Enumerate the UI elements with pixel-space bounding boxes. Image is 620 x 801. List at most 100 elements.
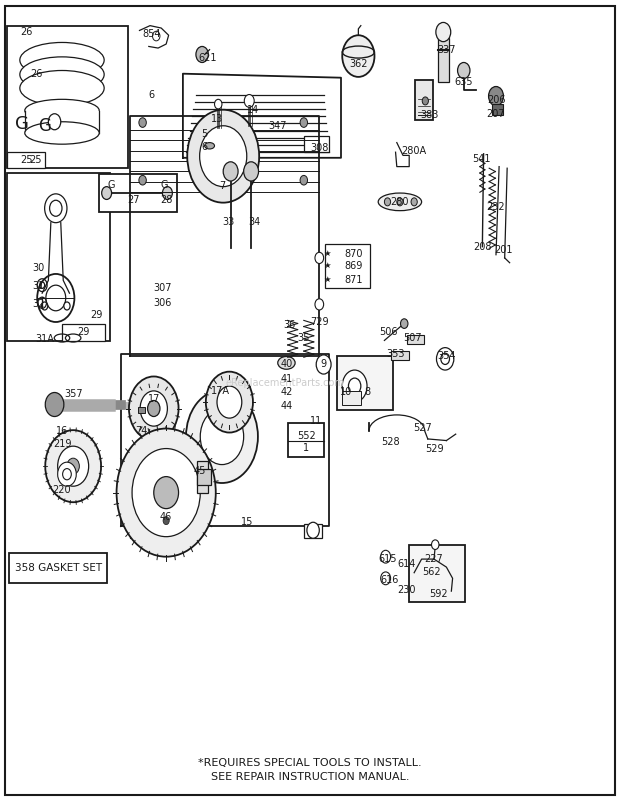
Text: 13: 13 <box>211 115 223 124</box>
Circle shape <box>401 319 408 328</box>
Bar <box>7 26 128 168</box>
Text: 27: 27 <box>128 195 140 205</box>
Text: 871: 871 <box>344 275 363 284</box>
Circle shape <box>441 353 450 364</box>
Circle shape <box>381 550 391 563</box>
Text: ★: ★ <box>323 275 330 284</box>
Circle shape <box>348 378 361 394</box>
Text: 347: 347 <box>268 121 286 131</box>
Ellipse shape <box>25 122 99 144</box>
Circle shape <box>217 386 242 418</box>
Text: 17A: 17A <box>211 386 230 396</box>
Circle shape <box>132 449 200 537</box>
Text: 31A: 31A <box>35 334 54 344</box>
Text: 635: 635 <box>454 77 473 87</box>
Text: 729: 729 <box>311 317 329 327</box>
Ellipse shape <box>20 42 104 78</box>
Text: 207: 207 <box>487 109 505 119</box>
Circle shape <box>206 372 253 433</box>
Circle shape <box>200 409 244 465</box>
Text: 230: 230 <box>397 586 416 595</box>
Bar <box>409 545 465 602</box>
Bar <box>197 469 211 485</box>
Text: 46: 46 <box>160 512 172 521</box>
Ellipse shape <box>278 356 295 369</box>
Text: 1: 1 <box>303 443 309 453</box>
Text: 616: 616 <box>380 575 399 585</box>
Text: eReplacementParts.com: eReplacementParts.com <box>226 378 345 388</box>
Ellipse shape <box>20 57 104 92</box>
Circle shape <box>67 458 79 474</box>
Circle shape <box>244 95 254 107</box>
Circle shape <box>342 370 367 402</box>
Text: 45: 45 <box>193 466 206 476</box>
Text: 34: 34 <box>248 217 260 227</box>
Text: 8: 8 <box>364 388 370 397</box>
Bar <box>9 553 107 583</box>
Circle shape <box>58 446 89 486</box>
Circle shape <box>63 469 71 480</box>
Circle shape <box>300 175 308 185</box>
Circle shape <box>432 540 439 549</box>
Text: 14: 14 <box>247 105 259 115</box>
Circle shape <box>117 429 216 557</box>
Bar <box>130 524 149 538</box>
Text: 74: 74 <box>135 426 148 436</box>
Text: 306: 306 <box>153 298 172 308</box>
Circle shape <box>153 31 160 41</box>
Circle shape <box>187 110 259 203</box>
Text: 615: 615 <box>379 554 397 564</box>
Text: 11: 11 <box>310 417 322 426</box>
Text: *REQUIRES SPECIAL TOOLS TO INSTALL.: *REQUIRES SPECIAL TOOLS TO INSTALL. <box>198 758 422 767</box>
Text: G: G <box>38 117 51 135</box>
Text: ★: ★ <box>323 249 330 259</box>
Text: 26: 26 <box>30 69 42 78</box>
Text: 870: 870 <box>344 249 363 259</box>
Circle shape <box>139 118 146 127</box>
Bar <box>138 407 145 413</box>
Text: 528: 528 <box>381 437 400 447</box>
Text: 541: 541 <box>472 154 490 163</box>
Text: G: G <box>108 180 115 190</box>
Text: 353: 353 <box>386 349 405 359</box>
Text: 227: 227 <box>425 554 443 564</box>
Text: 26: 26 <box>20 27 32 37</box>
Circle shape <box>436 348 454 370</box>
Text: 357: 357 <box>64 389 82 399</box>
Ellipse shape <box>25 99 99 122</box>
Circle shape <box>215 99 222 109</box>
Text: 16: 16 <box>56 426 68 436</box>
Circle shape <box>196 46 208 62</box>
Text: 220: 220 <box>53 485 71 495</box>
Bar <box>342 391 361 405</box>
Text: 6: 6 <box>202 143 208 152</box>
Circle shape <box>48 114 61 130</box>
Circle shape <box>186 390 258 483</box>
Circle shape <box>200 126 247 187</box>
Text: 206: 206 <box>487 95 505 105</box>
Text: 32: 32 <box>32 300 45 309</box>
Text: 17: 17 <box>148 394 160 404</box>
Text: 854: 854 <box>143 29 161 38</box>
Bar <box>25 111 99 133</box>
Text: 25: 25 <box>30 155 42 165</box>
Ellipse shape <box>205 143 215 149</box>
Circle shape <box>381 572 391 585</box>
Text: 307: 307 <box>153 284 172 293</box>
Text: 6: 6 <box>149 90 155 99</box>
Circle shape <box>411 198 417 206</box>
Text: 42: 42 <box>280 388 293 397</box>
Text: 529: 529 <box>425 444 443 453</box>
Text: 562: 562 <box>422 567 441 577</box>
Bar <box>391 351 409 360</box>
Circle shape <box>140 391 167 426</box>
Circle shape <box>342 35 374 77</box>
Text: 383: 383 <box>420 111 438 120</box>
Bar <box>337 356 393 410</box>
Text: G: G <box>16 115 29 133</box>
Text: 208: 208 <box>473 242 492 252</box>
Circle shape <box>45 392 64 417</box>
Text: 337: 337 <box>437 45 456 54</box>
Text: 25: 25 <box>20 155 32 165</box>
Text: 354: 354 <box>437 352 456 361</box>
